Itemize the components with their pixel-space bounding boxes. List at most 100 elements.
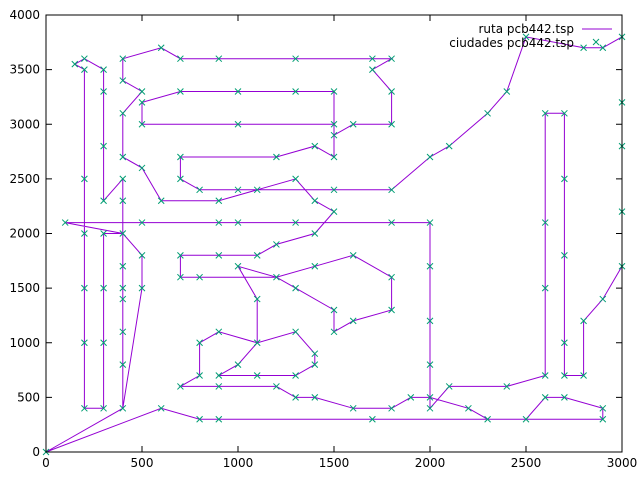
city-marker (215, 415, 223, 423)
city-marker (580, 44, 587, 52)
city-marker (81, 230, 88, 237)
city-marker (292, 175, 299, 183)
city-marker (119, 262, 127, 270)
city-marker (388, 55, 395, 63)
city-marker (311, 142, 319, 150)
city-marker (119, 77, 127, 84)
city-marker (234, 186, 242, 194)
city-marker (330, 328, 338, 336)
city-marker (215, 55, 223, 63)
city-marker (292, 394, 299, 401)
city-marker (445, 383, 453, 390)
legend-label-cities: ciudades pcb442.tsp (449, 36, 574, 50)
city-marker (177, 175, 184, 183)
city-marker (100, 230, 107, 237)
city-marker (330, 306, 338, 314)
city-marker (292, 284, 299, 292)
city-marker (177, 383, 184, 390)
city-marker (215, 219, 223, 226)
city-marker (580, 317, 587, 325)
city-marker (273, 153, 280, 161)
city-marker (253, 339, 261, 347)
city-marker (388, 273, 395, 281)
city-marker (177, 55, 184, 63)
city-marker (561, 175, 568, 183)
city-marker (138, 88, 146, 95)
x-tick-label: 2500 (511, 456, 542, 470)
city-marker (215, 197, 223, 205)
legend-label-route: ruta pcb442.tsp (478, 22, 574, 36)
city-marker (580, 372, 587, 379)
city-marker (426, 153, 434, 161)
city-marker (292, 88, 299, 95)
y-tick-label: 4000 (9, 8, 40, 22)
city-marker (426, 404, 434, 412)
y-tick-label: 3500 (9, 63, 40, 77)
city-marker (253, 186, 261, 194)
city-marker (292, 55, 299, 63)
city-marker (330, 208, 338, 216)
x-tick-label: 3000 (607, 456, 638, 470)
city-marker (81, 284, 88, 292)
city-marker (349, 251, 357, 259)
city-marker (561, 394, 568, 401)
city-marker (311, 350, 319, 358)
city-marker (503, 383, 511, 390)
city-marker (541, 219, 549, 226)
city-marker (330, 186, 338, 194)
city-marker (541, 284, 549, 292)
city-marker (599, 415, 607, 423)
city-marker (541, 109, 549, 117)
city-marker (119, 55, 127, 63)
city-marker (81, 404, 88, 412)
city-marker (100, 142, 107, 150)
city-marker (81, 339, 88, 347)
city-marker (388, 219, 395, 226)
city-marker (234, 262, 242, 270)
city-marker (253, 295, 261, 303)
city-marker (273, 383, 280, 390)
city-marker (311, 394, 319, 401)
city-marker (119, 197, 127, 205)
city-marker (330, 131, 338, 139)
city-marker (138, 120, 146, 128)
city-marker (561, 339, 568, 347)
city-marker (234, 219, 242, 226)
y-tick-label: 3000 (9, 117, 40, 131)
city-marker (177, 153, 184, 161)
y-tick-label: 1000 (9, 336, 40, 350)
city-marker (119, 328, 127, 336)
city-marker (292, 219, 299, 226)
x-tick-label: 0 (42, 456, 50, 470)
city-marker (100, 284, 107, 292)
y-tick-label: 1500 (9, 281, 40, 295)
city-marker (177, 88, 184, 95)
x-tick-label: 1000 (223, 456, 254, 470)
legend: ruta pcb442.tsp ciudades pcb442.tsp (449, 22, 612, 50)
city-marker (138, 219, 146, 226)
city-marker (196, 372, 203, 379)
city-marker (426, 361, 434, 368)
city-marker (388, 306, 395, 314)
city-marker (100, 339, 107, 347)
city-marker (196, 415, 203, 423)
city-marker (349, 317, 357, 325)
city-marker (119, 153, 127, 161)
city-marker (215, 372, 223, 379)
city-marker (561, 372, 568, 379)
city-marker (157, 404, 165, 412)
city-marker (388, 88, 395, 95)
x-tick-label: 2000 (415, 456, 446, 470)
city-marker (253, 251, 261, 259)
city-marker (369, 415, 376, 423)
city-marker (349, 120, 357, 128)
city-marker (599, 295, 607, 303)
city-marker (138, 251, 146, 259)
city-marker (330, 153, 338, 161)
city-marker (273, 241, 280, 248)
city-marker (119, 361, 127, 368)
city-marker (273, 273, 280, 281)
y-tick-label: 2500 (9, 172, 40, 186)
city-marker (599, 44, 607, 52)
